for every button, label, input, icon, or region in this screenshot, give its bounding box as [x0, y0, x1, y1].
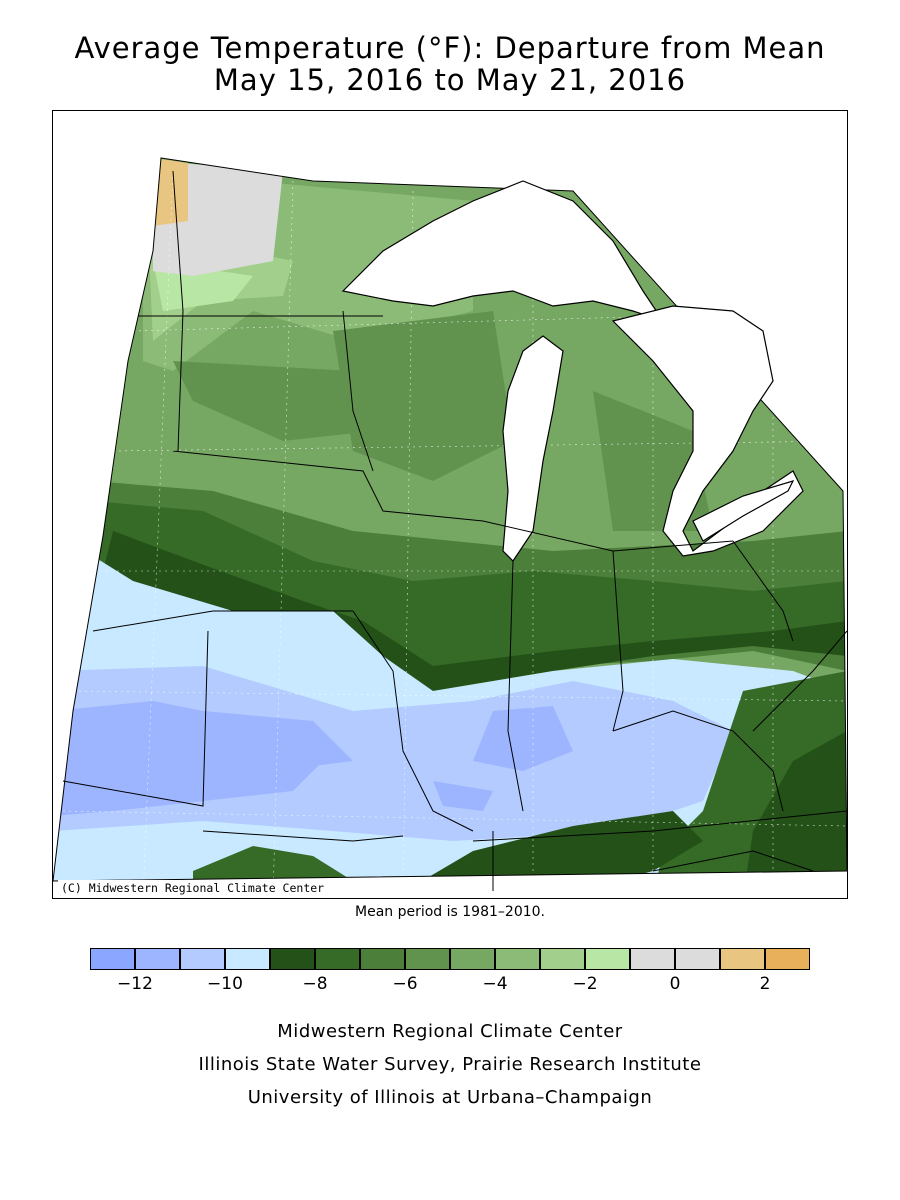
legend-swatch — [720, 948, 765, 970]
legend-swatch — [675, 948, 720, 970]
legend-tick-label: −12 — [117, 974, 153, 994]
color-legend — [90, 948, 810, 970]
legend-swatch — [540, 948, 585, 970]
legend-tick-label: −4 — [482, 974, 508, 994]
mean-period-note: Mean period is 1981–2010. — [355, 904, 545, 920]
legend-swatch — [450, 948, 495, 970]
legend-swatch — [765, 948, 810, 970]
map-canvas — [52, 157, 848, 891]
legend-swatch — [225, 948, 270, 970]
legend-swatch — [315, 948, 360, 970]
legend-swatch — [585, 948, 630, 970]
legend-swatch — [180, 948, 225, 970]
footer-university: University of Illinois at Urbana–Champai… — [247, 1087, 653, 1108]
legend-swatch — [495, 948, 540, 970]
state-borders — [62, 170, 848, 891]
legend-tick-label: −8 — [302, 974, 328, 994]
legend-tick-label: −2 — [572, 974, 598, 994]
legend-tick-label: −10 — [207, 974, 243, 994]
legend-swatch — [90, 948, 135, 970]
legend-swatch — [630, 948, 675, 970]
great-lakes — [341, 180, 804, 562]
legend-swatch — [405, 948, 450, 970]
map-title: Average Temperature (°F): Departure from… — [74, 31, 826, 65]
legend-swatch — [360, 948, 405, 970]
legend-swatch — [270, 948, 315, 970]
legend-tick-label: 0 — [669, 974, 681, 994]
legend-tick-label: −6 — [392, 974, 418, 994]
copyright-credit: (C) Midwestern Regional Climate Center — [58, 880, 328, 896]
legend-tick-label: 2 — [759, 974, 771, 994]
footer-org: Midwestern Regional Climate Center — [277, 1021, 623, 1042]
map-date-range: May 15, 2016 to May 21, 2016 — [213, 63, 687, 97]
footer-survey: Illinois State Water Survey, Prairie Res… — [198, 1054, 702, 1075]
legend-swatch — [135, 948, 180, 970]
temperature-departure-map — [52, 110, 848, 899]
